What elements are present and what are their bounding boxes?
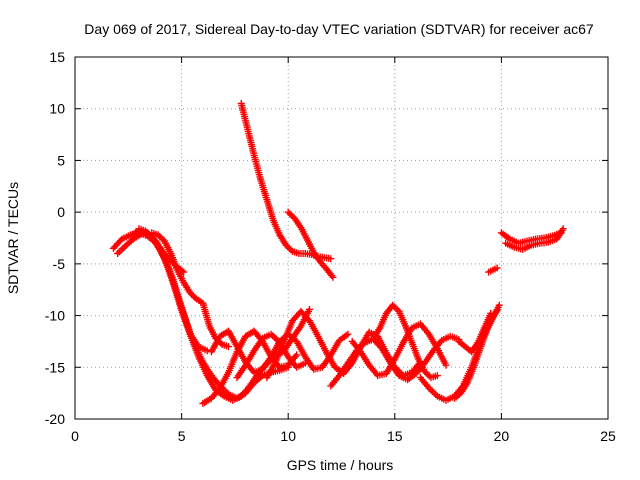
- series-arc-n: [370, 301, 441, 382]
- y-axis-ticks: -20 -15 -10 -5 0 5 10 15: [45, 49, 608, 427]
- series-markers: [485, 264, 501, 276]
- x-tick-label: 20: [494, 428, 510, 444]
- x-tick-label: 10: [280, 428, 296, 444]
- series-markers: [284, 208, 337, 281]
- x-tick-label: 25: [600, 428, 616, 444]
- series-arc-t: [502, 225, 567, 253]
- y-tick-label: 5: [57, 152, 65, 168]
- series-markers: [451, 301, 503, 402]
- grid-lines: [75, 57, 608, 419]
- data-markers: [109, 100, 567, 407]
- x-axis-ticks: 0 5 10 15 20 25: [71, 57, 616, 444]
- x-tick-label: 0: [71, 428, 79, 444]
- x-axis-label: GPS time / hours: [287, 457, 394, 473]
- series-markers: [237, 100, 335, 263]
- series-arc-i: [237, 100, 335, 263]
- plot-frame: [74, 56, 609, 420]
- series-arc-q: [455, 310, 495, 356]
- y-tick-label: -10: [45, 308, 65, 324]
- series-markers: [497, 229, 565, 247]
- series-markers: [348, 320, 450, 380]
- y-tick-label: -15: [45, 359, 65, 375]
- y-tick-label: 0: [57, 204, 65, 220]
- series-arc-m: [348, 320, 450, 380]
- series-markers: [502, 225, 567, 253]
- chart-title: Day 069 of 2017, Sidereal Day-to-day VTE…: [84, 21, 594, 37]
- series-markers: [370, 301, 441, 382]
- series-arc-j: [284, 208, 337, 281]
- series-arc-r: [485, 264, 501, 276]
- series-markers: [455, 310, 495, 356]
- x-tick-label: 15: [387, 428, 403, 444]
- y-tick-label: 15: [49, 49, 65, 65]
- x-tick-label: 5: [178, 428, 186, 444]
- series-arc-s: [497, 229, 565, 247]
- y-tick-label: -5: [53, 256, 66, 272]
- series-arc-p: [451, 301, 503, 402]
- y-axis-label: SDTVAR / TECUs: [5, 182, 21, 294]
- y-tick-label: 10: [49, 101, 65, 117]
- y-tick-label: -20: [45, 411, 65, 427]
